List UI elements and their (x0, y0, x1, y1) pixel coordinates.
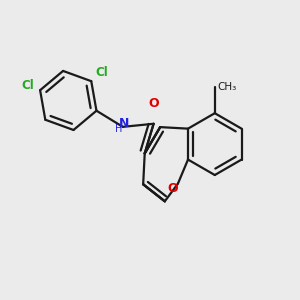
Text: Cl: Cl (21, 79, 34, 92)
Text: CH₃: CH₃ (217, 82, 236, 92)
Text: O: O (148, 97, 159, 110)
Text: H: H (115, 124, 122, 134)
Text: O: O (168, 182, 178, 195)
Text: Cl: Cl (95, 66, 108, 79)
Text: N: N (119, 117, 130, 130)
